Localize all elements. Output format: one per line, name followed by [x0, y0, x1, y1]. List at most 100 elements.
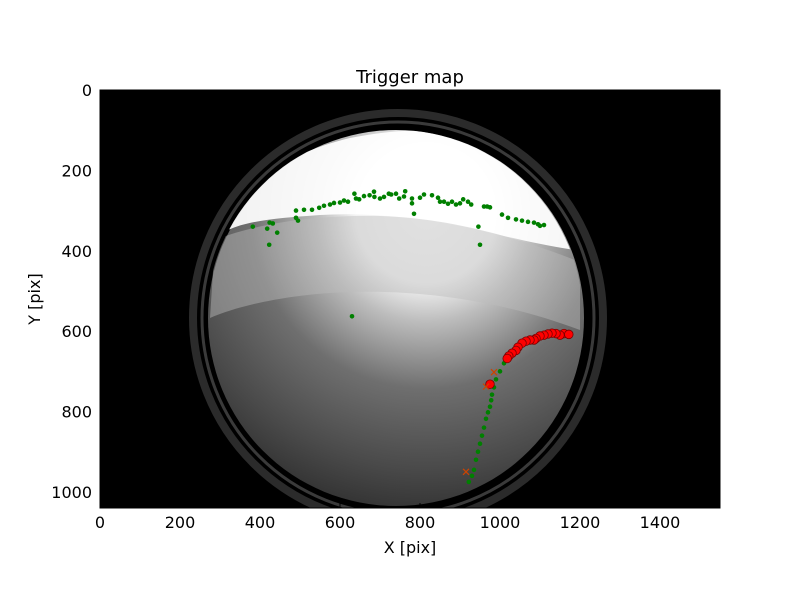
green-trigger-point [341, 198, 347, 203]
x-marker [482, 383, 490, 391]
green-trigger-point [487, 404, 493, 410]
axes-frame [99, 89, 721, 509]
bright-sky-region [228, 130, 575, 250]
x-tick-label: 1200 [560, 513, 601, 532]
data-points [250, 188, 574, 485]
green-trigger-point [266, 242, 272, 248]
green-trigger-point [449, 199, 455, 205]
green-trigger-point [475, 449, 481, 455]
green-trigger-point [485, 410, 491, 415]
green-trigger-point [477, 441, 483, 446]
green-trigger-point [453, 202, 459, 207]
green-trigger-point [402, 188, 408, 194]
green-trigger-point [377, 196, 383, 201]
green-trigger-point [352, 191, 357, 196]
green-trigger-point [309, 207, 315, 213]
green-trigger-point [441, 199, 447, 205]
green-trigger-point [435, 195, 441, 201]
green-trigger-point [367, 193, 372, 198]
green-trigger-point [460, 197, 466, 202]
green-trigger-point [388, 192, 394, 197]
x-tick-label: 200 [165, 513, 196, 532]
green-trigger-point [270, 221, 276, 226]
y-axis-label: Y [pix] [25, 273, 44, 325]
series-1-circle [485, 328, 574, 389]
green-trigger-point [525, 219, 531, 225]
green-trigger-point [473, 457, 479, 463]
green-trigger-point [393, 191, 399, 196]
y-tick-label: 600 [61, 322, 92, 341]
green-trigger-point [381, 194, 387, 200]
green-trigger-point [429, 193, 435, 198]
green-trigger-point [487, 205, 493, 210]
green-trigger-point [519, 218, 525, 223]
green-trigger-point [479, 433, 485, 438]
green-trigger-point [396, 196, 402, 201]
x-marker [490, 368, 498, 376]
x-tick-label: 1000 [480, 513, 521, 532]
green-trigger-point [489, 392, 495, 397]
image-timestamp: . . . . . . . . . . . . . . [103, 501, 137, 506]
x-tick-label: 800 [405, 513, 436, 532]
series-2-x [462, 368, 498, 476]
green-trigger-point [499, 212, 505, 217]
green-trigger-point [411, 211, 417, 217]
green-trigger-point [437, 199, 443, 205]
red-trigger-point [485, 379, 495, 389]
green-trigger-point [371, 189, 377, 194]
red-trigger-point [502, 353, 512, 364]
green-trigger-point [417, 195, 423, 201]
axis-ticks: 0 200 400 600 800 1000 1200 1400 0 200 400 600 800 10… [51, 81, 720, 532]
plot-area: . . . . . . . . . . . . . . [100, 90, 720, 508]
green-trigger-point [409, 196, 415, 201]
green-trigger-point [481, 204, 487, 209]
lens-outer-ring [189, 109, 607, 508]
green-trigger-point [337, 200, 343, 205]
chart-title: Trigger map [355, 67, 464, 88]
y-tick-label: 400 [61, 242, 92, 261]
green-trigger-point [372, 194, 377, 200]
green-trigger-point [301, 207, 307, 213]
green-trigger-point [250, 224, 256, 229]
green-trigger-point [361, 193, 367, 199]
green-trigger-point [476, 224, 481, 229]
x-marker [462, 468, 470, 476]
green-trigger-point [321, 203, 327, 209]
green-trigger-point [401, 194, 407, 199]
green-trigger-point [421, 192, 427, 197]
green-trigger-point [531, 220, 537, 225]
green-trigger-point [264, 226, 270, 231]
mid-sky-region [210, 215, 580, 330]
y-tick-label: 1000 [51, 483, 92, 502]
series-0-small-dot [250, 188, 547, 485]
green-trigger-point [483, 416, 489, 422]
green-trigger-point [471, 467, 477, 473]
green-trigger-point [466, 479, 472, 485]
green-trigger-point [356, 197, 362, 202]
green-trigger-point [293, 208, 299, 213]
green-trigger-point [457, 201, 463, 206]
green-trigger-point [327, 202, 333, 207]
green-trigger-point [513, 217, 519, 222]
red-trigger-point [564, 329, 574, 340]
green-trigger-point [316, 205, 322, 211]
green-trigger-point [345, 199, 351, 205]
green-trigger-point [493, 377, 499, 382]
green-trigger-point [497, 369, 503, 374]
green-trigger-point [505, 215, 511, 221]
green-trigger-point [295, 218, 301, 223]
green-trigger-point [469, 473, 475, 479]
x-axis-label: X [pix] [384, 538, 437, 557]
green-trigger-point [274, 230, 280, 235]
x-tick-label: 1400 [640, 513, 681, 532]
x-tick-label: 0 [95, 513, 105, 532]
green-trigger-point [481, 425, 487, 430]
y-tick-label: 0 [82, 81, 92, 100]
y-tick-label: 200 [61, 161, 92, 180]
green-trigger-point [468, 202, 474, 207]
green-trigger-point [541, 222, 547, 228]
green-trigger-point [465, 199, 471, 205]
x-tick-label: 600 [325, 513, 356, 532]
green-trigger-point [409, 201, 415, 206]
